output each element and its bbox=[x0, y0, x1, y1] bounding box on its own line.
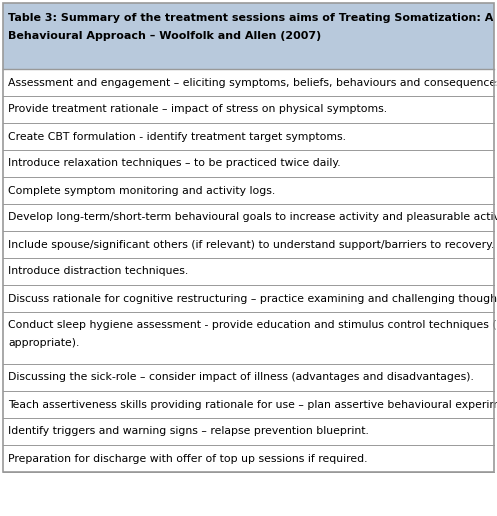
Text: Provide treatment rationale – impact of stress on physical symptoms.: Provide treatment rationale – impact of … bbox=[8, 105, 387, 115]
Bar bbox=[3, 258, 494, 285]
Text: Assessment and engagement – eliciting symptoms, beliefs, behaviours and conseque: Assessment and engagement – eliciting sy… bbox=[8, 77, 497, 88]
Bar bbox=[3, 445, 494, 472]
Text: Identify triggers and warning signs – relapse prevention blueprint.: Identify triggers and warning signs – re… bbox=[8, 427, 369, 437]
Bar bbox=[3, 204, 494, 231]
Text: Preparation for discharge with offer of top up sessions if required.: Preparation for discharge with offer of … bbox=[8, 454, 367, 463]
Bar bbox=[3, 150, 494, 177]
Text: Teach assertiveness skills providing rationale for use – plan assertive behaviou: Teach assertiveness skills providing rat… bbox=[8, 399, 497, 410]
Text: Include spouse/significant others (if relevant) to understand support/barriers t: Include spouse/significant others (if re… bbox=[8, 239, 495, 250]
Bar bbox=[3, 69, 494, 96]
Text: Conduct sleep hygiene assessment - provide education and stimulus control techni: Conduct sleep hygiene assessment - provi… bbox=[8, 320, 497, 330]
Bar bbox=[3, 231, 494, 258]
Text: Create CBT formulation - identify treatment target symptoms.: Create CBT formulation - identify treatm… bbox=[8, 132, 346, 141]
Text: Discuss rationale for cognitive restructuring – practice examining and challengi: Discuss rationale for cognitive restruct… bbox=[8, 294, 497, 303]
Text: Develop long-term/short-term behavioural goals to increase activity and pleasura: Develop long-term/short-term behavioural… bbox=[8, 213, 497, 222]
Text: Behavioural Approach – Woolfolk and Allen (2007): Behavioural Approach – Woolfolk and Alle… bbox=[8, 31, 321, 41]
Text: Discussing the sick-role – consider impact of illness (advantages and disadvanta: Discussing the sick-role – consider impa… bbox=[8, 373, 474, 382]
Text: Introduce distraction techniques.: Introduce distraction techniques. bbox=[8, 266, 188, 277]
Bar bbox=[3, 123, 494, 150]
Bar bbox=[3, 312, 494, 364]
Bar bbox=[3, 418, 494, 445]
Text: Table 3: Summary of the treatment sessions aims of Treating Somatization: A Cogn: Table 3: Summary of the treatment sessio… bbox=[8, 13, 497, 23]
Text: appropriate).: appropriate). bbox=[8, 338, 80, 348]
Bar bbox=[3, 3, 494, 69]
Text: Complete symptom monitoring and activity logs.: Complete symptom monitoring and activity… bbox=[8, 185, 275, 196]
Bar bbox=[3, 96, 494, 123]
Bar bbox=[3, 391, 494, 418]
Text: Introduce relaxation techniques – to be practiced twice daily.: Introduce relaxation techniques – to be … bbox=[8, 158, 340, 169]
Bar bbox=[3, 285, 494, 312]
Bar bbox=[3, 177, 494, 204]
Bar bbox=[3, 364, 494, 391]
